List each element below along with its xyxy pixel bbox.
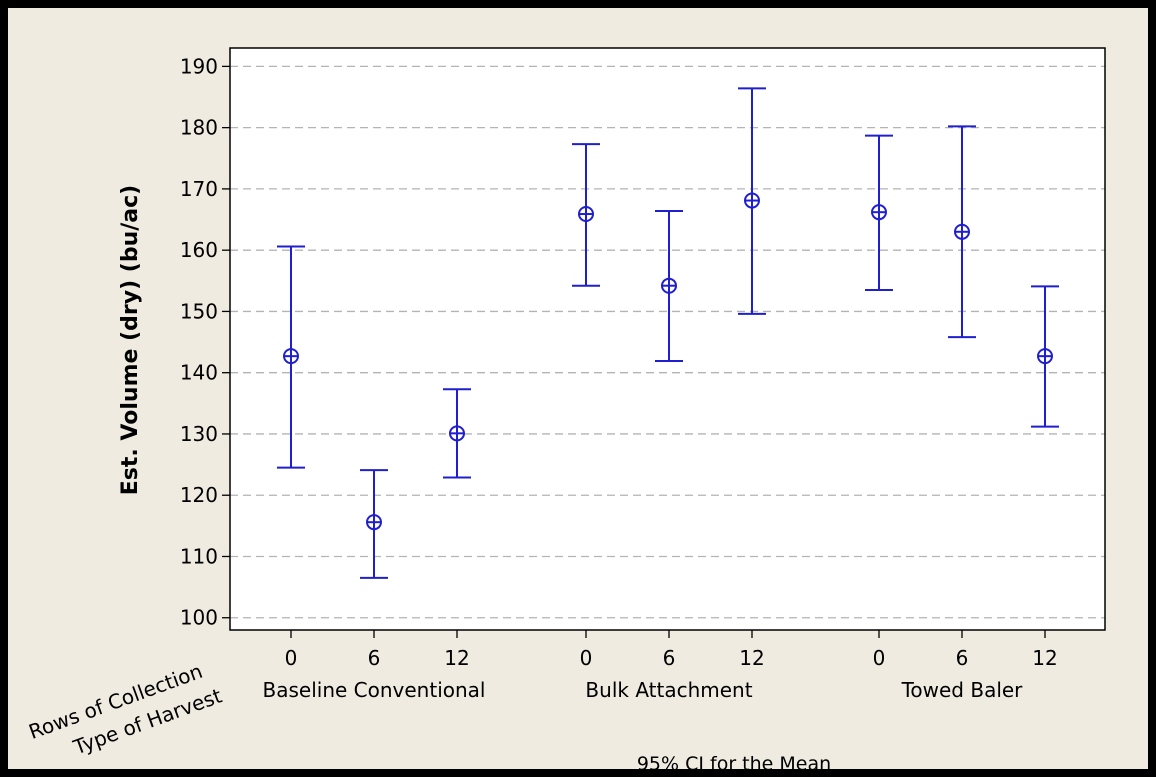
interval-1-2	[738, 87, 766, 315]
interval-0-1	[360, 469, 388, 579]
interval-2-2	[1031, 285, 1059, 428]
interval-2-1	[948, 125, 976, 339]
y-tick-label: 150	[180, 299, 218, 323]
y-tick-label: 120	[180, 483, 218, 507]
interval-1-0	[572, 143, 600, 287]
y-tick-label: 110	[180, 544, 218, 568]
y-tick-label: 190	[180, 54, 218, 78]
level-label: 6	[368, 646, 381, 670]
level-label: 6	[956, 646, 969, 670]
interval-0-0	[277, 245, 305, 469]
y-tick-label: 180	[180, 116, 218, 140]
interval-1-1	[655, 209, 683, 363]
y-tick-label: 140	[180, 361, 218, 385]
y-axis-title: Est. Volume (dry) (bu/ac)	[118, 185, 143, 495]
interval-2-0	[865, 134, 893, 291]
group-label: Towed Baler	[901, 678, 1024, 702]
level-label: 0	[285, 646, 298, 670]
level-label: 0	[873, 646, 886, 670]
y-axis-ticks: 100 110 120 130 140 150 160 170 180 190	[180, 54, 230, 630]
interval-marks	[277, 87, 1059, 579]
group-label: Bulk Attachment	[585, 678, 752, 702]
level-label: 12	[739, 646, 764, 670]
x-axis-ticks: 0 6 12 Baseline Conventional 0 6 12 Bulk Attach…	[263, 630, 1058, 702]
level-label: 12	[444, 646, 469, 670]
ci-footnote: 95% CI for the Mean	[637, 753, 831, 775]
level-label: 0	[580, 646, 593, 670]
level-label: 12	[1032, 646, 1057, 670]
plot-area	[230, 48, 1105, 630]
y-tick-label: 130	[180, 422, 218, 446]
gridlines	[230, 65, 1105, 619]
y-tick-label: 100	[180, 606, 218, 630]
level-label: 6	[663, 646, 676, 670]
plot-frame	[229, 47, 1106, 631]
y-tick-label: 170	[180, 177, 218, 201]
y-tick-label: 160	[180, 238, 218, 262]
interval-0-2	[443, 388, 471, 479]
group-label: Baseline Conventional	[263, 678, 486, 702]
